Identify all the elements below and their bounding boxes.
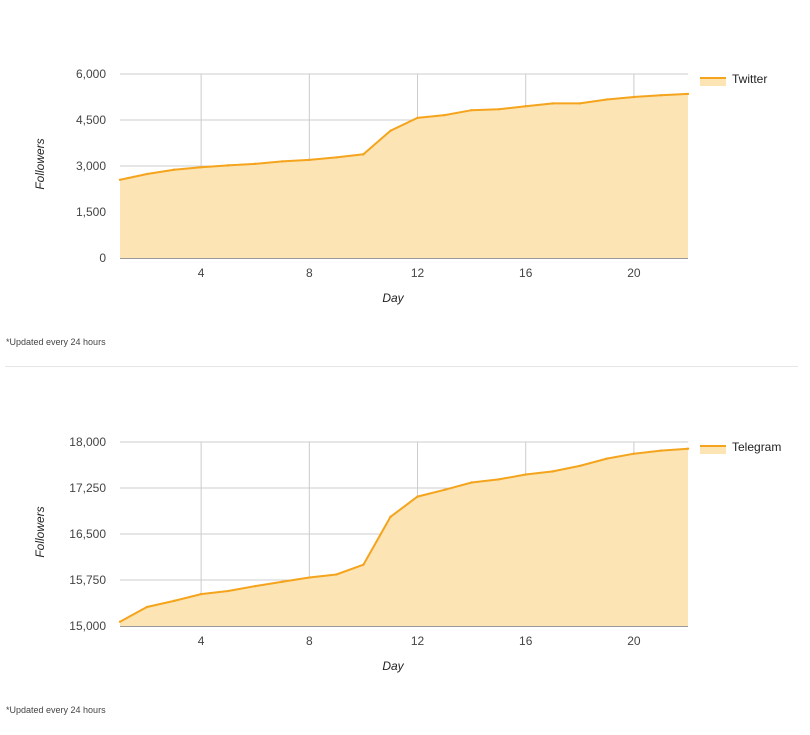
data-point [524, 105, 527, 108]
data-point [389, 515, 392, 519]
data-point [605, 457, 609, 460]
y-tick-label: 6,000 [76, 67, 106, 81]
y-tick-label: 1,500 [76, 205, 106, 219]
telegram-area-chart: 15,000 15,750 16,500 17,250 18,000 4 8 12 16 20 Te… [33, 435, 781, 673]
data-point [470, 481, 473, 484]
x-tick-label: 20 [627, 266, 641, 280]
y-tick-label: 18,000 [69, 435, 106, 449]
data-point [335, 156, 338, 159]
data-point [632, 452, 636, 455]
data-point [145, 605, 149, 609]
data-point [226, 164, 230, 167]
y-tick-label: 3,000 [76, 159, 106, 173]
data-point [308, 576, 311, 579]
chart-divider [5, 366, 798, 367]
data-point [281, 580, 284, 584]
x-tick-label: 16 [519, 266, 533, 280]
data-point [362, 153, 365, 156]
data-point [389, 129, 392, 132]
twitter-area-chart: 0 1,500 3,000 4,500 6,000 4 8 12 16 20 Twitter Day F… [33, 67, 767, 305]
x-tick-label: 8 [306, 634, 313, 648]
data-point [578, 102, 582, 105]
y-tick-label: 15,000 [69, 619, 106, 633]
data-point [470, 108, 473, 112]
series-area-fill [120, 93, 688, 259]
y-tick-label: 16,500 [69, 527, 106, 541]
data-point [145, 172, 149, 176]
data-point [605, 98, 609, 101]
update-note: *Updated every 24 hours [6, 705, 106, 715]
twitter-chart-panel: 0 1,500 3,000 4,500 6,000 4 8 12 16 20 Twitter Day F… [0, 0, 810, 367]
data-point [172, 599, 176, 603]
y-tick-label: 4,500 [76, 113, 106, 127]
data-point [281, 160, 284, 163]
x-tick-label: 8 [306, 266, 313, 280]
legend-label: Twitter [732, 72, 767, 86]
telegram-chart-panel: 15,000 15,750 16,500 17,250 18,000 4 8 12 16 20 Te… [0, 368, 810, 735]
update-note: *Updated every 24 hours [6, 337, 106, 347]
x-tick-label: 12 [411, 634, 425, 648]
data-point [497, 108, 500, 111]
x-tick-label: 4 [198, 266, 205, 280]
data-point [659, 93, 663, 97]
data-point [686, 92, 690, 96]
data-point [578, 464, 582, 468]
data-point [118, 178, 122, 181]
x-tick-label: 16 [519, 634, 533, 648]
data-point [199, 592, 203, 596]
data-point [443, 488, 446, 492]
x-tick-label: 4 [198, 634, 205, 648]
x-tick-label: 12 [411, 266, 425, 280]
data-point [551, 470, 554, 473]
x-axis-title: Day [382, 659, 404, 673]
data-point [254, 162, 257, 166]
data-point [172, 168, 176, 171]
data-point [254, 584, 257, 588]
data-point [551, 102, 554, 105]
y-tick-label: 17,250 [69, 481, 106, 495]
y-tick-label: 15,750 [69, 573, 106, 587]
data-point [308, 158, 311, 162]
data-point [416, 116, 419, 120]
y-axis-title: Followers [33, 138, 47, 189]
legend-swatch [700, 446, 726, 454]
legend-label: Telegram [732, 440, 781, 454]
data-point [632, 95, 636, 99]
data-point [199, 166, 203, 169]
data-point [416, 495, 419, 498]
series-line [119, 447, 689, 623]
data-point [443, 113, 446, 117]
series-area-fill [120, 448, 688, 626]
data-point [524, 473, 527, 476]
x-tick-label: 20 [627, 634, 641, 648]
legend-swatch [700, 78, 726, 86]
y-axis-title: Followers [33, 506, 47, 557]
data-point [659, 449, 663, 452]
data-point [686, 447, 690, 450]
data-point [335, 573, 338, 576]
data-point [118, 620, 122, 623]
data-point [362, 563, 365, 566]
series-line [119, 92, 689, 181]
x-axis-title: Day [382, 291, 404, 305]
data-point [497, 478, 500, 481]
data-point [226, 589, 230, 593]
y-tick-label: 0 [99, 251, 106, 265]
